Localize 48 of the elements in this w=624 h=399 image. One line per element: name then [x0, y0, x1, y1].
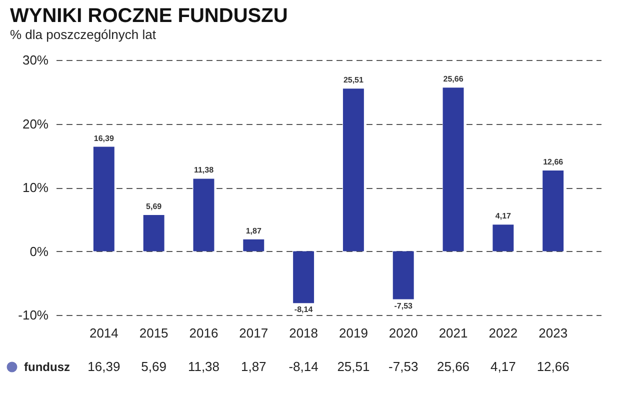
bar [243, 239, 264, 252]
x-tick-label: 2017 [239, 326, 268, 340]
data-label: 5,69 [141, 359, 166, 374]
bar [193, 178, 214, 252]
bar [293, 251, 314, 304]
text: 12,66 [543, 158, 564, 167]
chart-subtitle: % dla poszczególnych lat [10, 27, 156, 42]
data-label: -7,53 [388, 359, 418, 374]
text: 5,69 [146, 202, 162, 211]
data-label: 16,39 [88, 359, 120, 374]
x-tick-label: 2021 [438, 326, 468, 340]
data-label: -8,14 [288, 359, 318, 374]
x-tick-label: 2020 [388, 326, 418, 340]
x-tick-label: 2022 [488, 326, 518, 340]
x-tick-label: 2018 [289, 326, 318, 340]
x-tick-label: 2016 [189, 326, 218, 340]
bar [542, 170, 564, 252]
bar [392, 251, 414, 300]
text: 1,87 [246, 226, 262, 236]
text: -8,14 [294, 305, 313, 314]
text: 11,38 [194, 166, 214, 175]
x-tick-label: 2015 [139, 326, 168, 340]
x-tick-label: 2019 [338, 326, 368, 340]
text: 25,51 [343, 76, 364, 85]
data-label: 11,38 [188, 359, 220, 374]
y-tick-label: -10% [18, 308, 49, 322]
data-label: 4,17 [490, 359, 516, 374]
legend-label: fundusz [24, 360, 70, 374]
bar [143, 214, 164, 252]
x-tick-label: 2023 [538, 326, 568, 340]
y-tick-label: 20% [22, 116, 49, 132]
y-tick-label: 10% [22, 180, 49, 195]
text: 25,66 [443, 74, 464, 84]
chart-title: WYNIKI ROCZNE FUNDUSZU [10, 5, 288, 27]
bar [93, 146, 114, 252]
y-tick-label: 30% [22, 52, 49, 68]
x-tick-label: 2014 [89, 326, 118, 340]
data-label: 12,66 [536, 359, 570, 374]
bar [492, 224, 514, 252]
bar [442, 88, 464, 252]
data-label: 25,51 [337, 359, 370, 374]
data-label: 1,87 [240, 359, 266, 374]
bar [342, 88, 364, 252]
text: 4,17 [495, 212, 511, 221]
text: -7,53 [394, 301, 412, 310]
text: 16,39 [94, 134, 114, 143]
y-tick-label: 0% [30, 244, 49, 259]
data-label: 25,66 [437, 359, 470, 374]
